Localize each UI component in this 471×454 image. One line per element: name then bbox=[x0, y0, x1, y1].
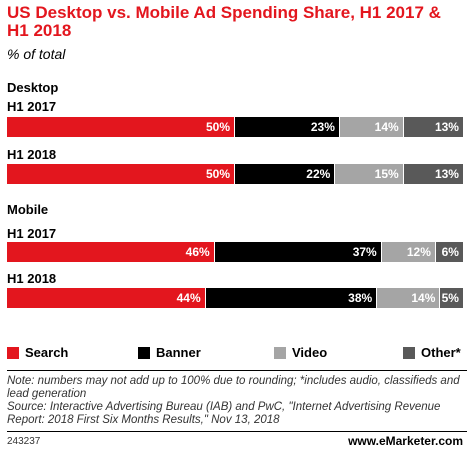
bar-segment-desktop-video: 15% bbox=[335, 164, 404, 184]
legend-label-video: Video bbox=[292, 345, 328, 360]
bar-segment-desktop-search: 50% bbox=[7, 164, 235, 184]
legend-label-banner: Banner bbox=[156, 345, 201, 360]
group-label-mobile: Mobile bbox=[7, 202, 49, 217]
row-label-desktop-2018: H1 2018 bbox=[7, 147, 57, 162]
data-label: 14% bbox=[374, 120, 399, 134]
data-label: 5% bbox=[441, 291, 459, 305]
bar-segment-mobile-other: 6% bbox=[435, 242, 463, 262]
legend-swatch-other bbox=[403, 346, 415, 359]
bar-desktop-2017: 50% 23% 14% 13% bbox=[7, 117, 463, 137]
data-label: 50% bbox=[205, 167, 230, 181]
bar-segment-desktop-banner: 22% bbox=[235, 164, 336, 184]
legend-item-banner: Banner bbox=[138, 345, 201, 360]
bar-segment-desktop-video: 14% bbox=[339, 117, 404, 137]
footnote-source: Source: Interactive Advertising Bureau (… bbox=[7, 401, 441, 426]
data-label: 38% bbox=[348, 291, 373, 305]
data-label: 14% bbox=[411, 291, 436, 305]
data-label: 37% bbox=[352, 245, 377, 259]
data-label: 46% bbox=[185, 245, 210, 259]
bar-segment-desktop-other: 13% bbox=[403, 117, 463, 137]
row-label-desktop-2017: H1 2017 bbox=[7, 99, 57, 114]
data-label: 44% bbox=[176, 291, 201, 305]
bar-segment-mobile-other: 5% bbox=[440, 288, 463, 308]
legend-item-other: Other* bbox=[403, 345, 461, 360]
data-label: 22% bbox=[306, 167, 331, 181]
legend-label-other: Other* bbox=[421, 345, 461, 360]
data-label: 50% bbox=[205, 120, 230, 134]
bar-segment-mobile-banner: 37% bbox=[214, 242, 382, 262]
row-label-mobile-2018: H1 2018 bbox=[7, 271, 57, 286]
data-label: 12% bbox=[406, 245, 431, 259]
bar-segment-desktop-search: 50% bbox=[7, 117, 235, 137]
footnote-note: Note: numbers may not add up to 100% due… bbox=[7, 375, 460, 400]
legend-swatch-banner bbox=[138, 346, 150, 359]
data-label: 13% bbox=[434, 120, 459, 134]
data-label: 23% bbox=[310, 120, 335, 134]
bar-mobile-2017: 46% 37% 12% 6% bbox=[7, 242, 463, 262]
footer-divider-top bbox=[7, 370, 467, 371]
data-label: 13% bbox=[434, 167, 459, 181]
row-label-mobile-2017: H1 2017 bbox=[7, 226, 57, 241]
legend-item-video: Video bbox=[274, 345, 327, 360]
data-label: 6% bbox=[441, 245, 459, 259]
bar-segment-desktop-other: 13% bbox=[403, 164, 463, 184]
data-label: 15% bbox=[374, 167, 399, 181]
brand-logo: www.eMarketer.com bbox=[348, 434, 463, 448]
chart-id: 243237 bbox=[7, 436, 41, 447]
legend-swatch-video bbox=[274, 346, 286, 359]
chart-title: US Desktop vs. Mobile Ad Spending Share,… bbox=[7, 3, 441, 40]
bar-desktop-2018: 50% 22% 15% 13% bbox=[7, 164, 463, 184]
chart-subtitle: % of total bbox=[7, 46, 66, 62]
bar-mobile-2018: 44% 38% 14% 5% bbox=[7, 288, 463, 308]
legend-label-search: Search bbox=[25, 345, 69, 360]
bar-segment-mobile-search: 44% bbox=[7, 288, 206, 308]
legend-swatch-search bbox=[7, 346, 19, 359]
footnote: Note: numbers may not add up to 100% due… bbox=[7, 375, 467, 427]
bar-segment-mobile-banner: 38% bbox=[205, 288, 378, 308]
bar-segment-desktop-banner: 23% bbox=[235, 117, 340, 137]
legend: Search Banner Video Other* bbox=[7, 345, 467, 360]
footer-divider-bottom bbox=[7, 431, 467, 432]
group-label-desktop: Desktop bbox=[7, 80, 59, 95]
bar-segment-mobile-video: 14% bbox=[377, 288, 441, 308]
bar-segment-mobile-video: 12% bbox=[381, 242, 436, 262]
bar-segment-mobile-search: 46% bbox=[7, 242, 215, 262]
legend-item-search: Search bbox=[7, 345, 68, 360]
